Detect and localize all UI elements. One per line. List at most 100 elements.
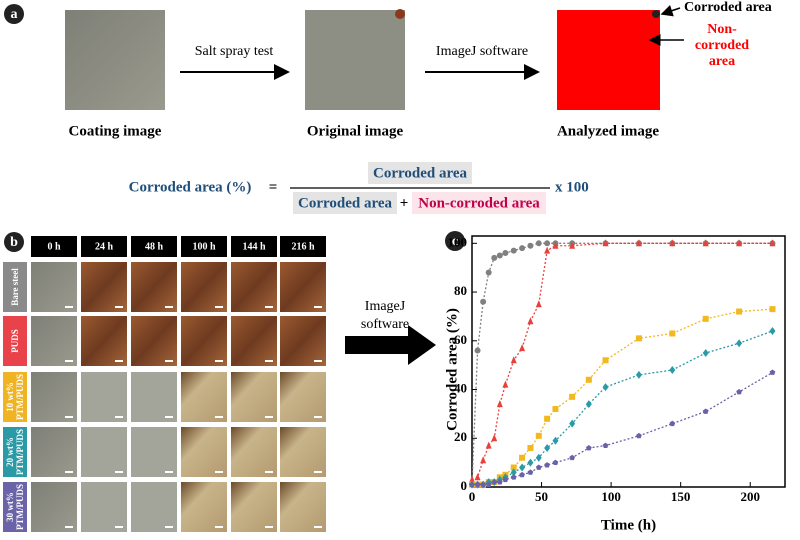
marker xyxy=(474,347,481,354)
sample-photo xyxy=(31,372,77,422)
scale-bar xyxy=(265,360,273,362)
scale-bar xyxy=(215,306,223,308)
sample-photo xyxy=(280,316,326,366)
y-tick-label: 80 xyxy=(454,283,467,298)
scale-bar xyxy=(265,526,273,528)
marker xyxy=(602,442,609,449)
panel-label: a xyxy=(11,7,18,22)
marker xyxy=(469,481,475,487)
row-label: Bare steel xyxy=(10,268,20,306)
marker xyxy=(535,240,542,247)
rust-spot xyxy=(395,9,405,19)
marker xyxy=(496,479,503,485)
scale-bar xyxy=(215,526,223,528)
series-line xyxy=(472,308,773,486)
row-label: PUDS xyxy=(10,329,20,353)
y-tick-label: 40 xyxy=(454,381,467,396)
sample-photo xyxy=(231,316,277,366)
x-tick-label: 50 xyxy=(535,489,548,504)
sample-photo xyxy=(81,482,127,532)
panel-badge xyxy=(4,4,24,24)
sample-photo xyxy=(280,262,326,312)
series-line xyxy=(472,330,773,486)
marker xyxy=(527,242,534,249)
marker xyxy=(736,239,743,247)
arrow-label: ImageJ software xyxy=(360,299,410,332)
marker xyxy=(569,241,576,249)
scale-bar xyxy=(165,360,173,362)
marker xyxy=(702,239,709,247)
marker xyxy=(535,300,542,308)
sample-photo xyxy=(131,316,177,366)
row-label-bg xyxy=(3,316,27,366)
sample-photo xyxy=(31,482,77,532)
scale-bar xyxy=(65,526,73,528)
marker xyxy=(519,463,526,472)
sample-photo xyxy=(131,482,177,532)
marker xyxy=(769,327,776,336)
marker xyxy=(544,240,551,247)
marker xyxy=(519,245,526,252)
marker xyxy=(552,459,559,466)
sample-photo xyxy=(181,372,227,422)
marker xyxy=(485,441,492,449)
marker xyxy=(496,400,503,408)
marker xyxy=(491,254,498,261)
marker xyxy=(491,479,498,485)
plus: + xyxy=(400,195,409,211)
marker xyxy=(602,383,609,392)
scale-bar xyxy=(65,360,73,362)
panel-label: b xyxy=(10,235,18,250)
formula-equals: = xyxy=(269,179,278,195)
marker xyxy=(552,436,559,445)
marker xyxy=(485,481,492,487)
y-tick-label: 20 xyxy=(454,429,467,444)
marker xyxy=(535,464,542,470)
marker xyxy=(569,393,576,400)
arrow-label: Salt spray test xyxy=(195,44,274,59)
marker xyxy=(586,445,592,451)
sample-photo xyxy=(131,427,177,477)
scale-bar xyxy=(314,306,322,308)
scale-bar xyxy=(65,471,73,473)
marker xyxy=(669,420,676,427)
scale-bar xyxy=(215,360,223,362)
numerator: Corroded area xyxy=(373,165,468,181)
marker xyxy=(569,419,576,428)
row-label-bg xyxy=(3,262,27,312)
row-label-bg xyxy=(3,482,27,532)
sample-photo xyxy=(231,482,277,532)
marker xyxy=(474,473,481,481)
highlight xyxy=(368,162,472,184)
marker xyxy=(635,370,642,379)
marker xyxy=(552,406,559,413)
multiplier: x 100 xyxy=(555,179,589,195)
row-label-bg xyxy=(3,427,27,477)
scale-bar xyxy=(165,526,173,528)
scale-bar xyxy=(115,360,123,362)
series-line xyxy=(471,242,773,485)
marker xyxy=(602,239,609,247)
sample-photo xyxy=(31,427,77,477)
panel-badge xyxy=(445,231,465,251)
step-label: Coating image xyxy=(69,123,162,139)
marker xyxy=(544,444,551,453)
big-arrow-head xyxy=(408,325,436,365)
step-label: Analyzed image xyxy=(557,123,659,139)
scale-bar xyxy=(265,306,273,308)
marker xyxy=(485,269,492,276)
marker xyxy=(519,454,526,461)
column-header: 216 h xyxy=(291,241,315,252)
marker xyxy=(527,469,534,475)
column-header: 100 h xyxy=(192,241,216,252)
highlight xyxy=(412,192,546,214)
marker xyxy=(527,458,534,467)
x-axis-label: Time (h) xyxy=(601,517,656,533)
y-tick-label: 60 xyxy=(454,332,467,347)
marker xyxy=(702,348,709,357)
y-tick-label: 100 xyxy=(448,234,468,249)
annotation: Corroded area xyxy=(684,0,772,15)
photo-grid: 0 h 24 h 48 h 100 h 144 h 216 h xyxy=(3,236,326,532)
sample-photo xyxy=(181,427,227,477)
